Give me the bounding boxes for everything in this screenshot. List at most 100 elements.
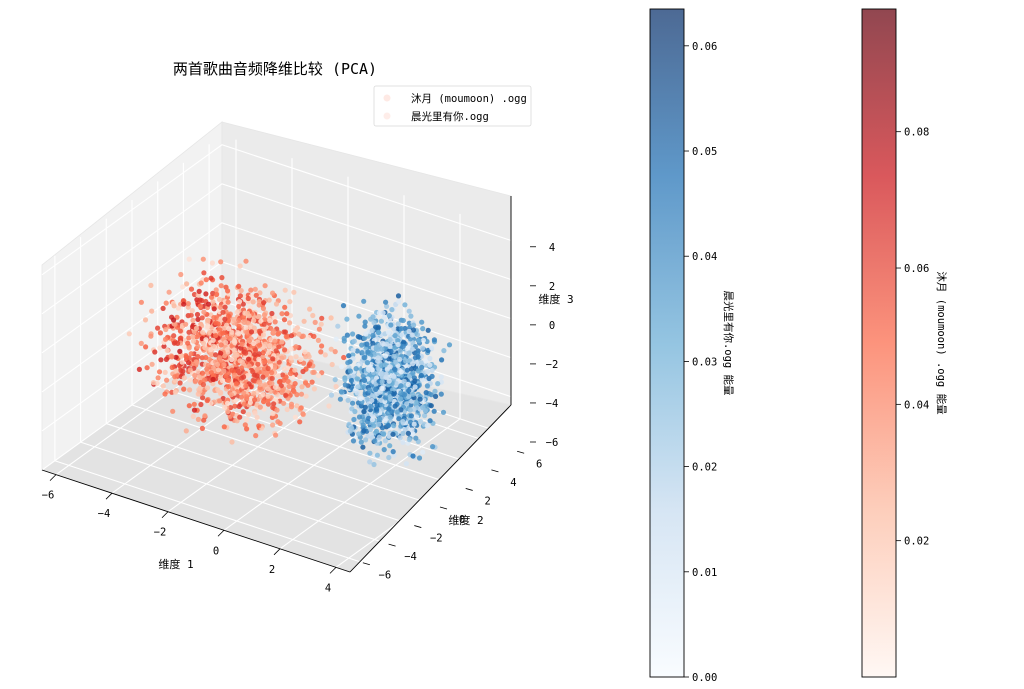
point-moumoon — [309, 379, 315, 385]
point-chenguang — [374, 391, 380, 397]
point-moumoon — [177, 348, 183, 354]
point-chenguang — [368, 403, 374, 409]
y-tick-label: 0 — [459, 514, 465, 526]
point-moumoon — [239, 359, 245, 365]
tick-marks — [49, 246, 536, 574]
point-chenguang — [366, 356, 372, 362]
point-chenguang — [390, 449, 396, 455]
point-chenguang — [410, 361, 416, 367]
point-chenguang — [422, 413, 428, 419]
point-moumoon — [281, 317, 288, 323]
point-chenguang — [425, 368, 431, 374]
y-tick-mark — [414, 525, 422, 528]
point-chenguang — [441, 348, 447, 354]
point-chenguang — [430, 444, 436, 450]
point-chenguang — [350, 400, 356, 406]
point-moumoon — [208, 347, 214, 353]
point-moumoon — [218, 389, 224, 396]
point-chenguang — [409, 427, 415, 433]
point-moumoon — [252, 351, 258, 358]
point-chenguang — [347, 368, 353, 374]
point-moumoon — [194, 311, 201, 318]
point-moumoon — [291, 389, 297, 395]
point-moumoon — [238, 394, 245, 400]
point-moumoon — [283, 392, 289, 398]
point-moumoon — [178, 271, 184, 278]
point-moumoon — [276, 344, 282, 350]
point-chenguang — [356, 414, 363, 420]
point-chenguang — [383, 299, 389, 305]
point-chenguang — [387, 443, 393, 449]
point-chenguang — [350, 347, 356, 353]
chart-title: 两首歌曲音频降维比较 (PCA) — [173, 60, 377, 78]
point-moumoon — [333, 383, 339, 390]
point-chenguang — [379, 340, 386, 346]
point-chenguang — [389, 307, 395, 313]
point-moumoon — [282, 329, 288, 335]
point-chenguang — [369, 327, 375, 334]
colorbar-blues-tick-label: 0.04 — [692, 251, 717, 263]
point-chenguang — [412, 378, 418, 384]
point-moumoon — [260, 391, 266, 398]
point-moumoon — [194, 359, 200, 366]
point-moumoon — [283, 374, 289, 380]
point-chenguang — [413, 414, 420, 420]
point-moumoon — [244, 394, 250, 400]
point-chenguang — [350, 352, 356, 358]
point-chenguang — [347, 428, 353, 434]
point-moumoon — [213, 287, 219, 293]
point-moumoon — [328, 346, 334, 352]
point-moumoon — [197, 385, 203, 391]
point-moumoon — [251, 378, 258, 384]
point-moumoon — [270, 330, 276, 336]
point-chenguang — [413, 400, 419, 406]
point-moumoon — [190, 317, 196, 323]
point-chenguang — [405, 381, 411, 388]
y-tick-label: 4 — [510, 477, 516, 489]
point-moumoon — [211, 315, 217, 321]
point-moumoon — [278, 383, 284, 389]
point-moumoon — [214, 291, 220, 298]
point-chenguang — [385, 329, 392, 335]
point-moumoon — [285, 333, 291, 339]
point-chenguang — [413, 435, 419, 441]
point-moumoon — [172, 321, 178, 327]
point-chenguang — [412, 384, 418, 390]
point-moumoon — [231, 347, 237, 353]
point-moumoon — [326, 403, 332, 409]
point-chenguang — [390, 387, 396, 393]
point-moumoon — [232, 403, 238, 409]
colorbar-blues-tick-label: 0.01 — [692, 567, 717, 579]
point-moumoon — [171, 317, 177, 323]
point-chenguang — [439, 357, 445, 363]
point-moumoon — [236, 323, 242, 329]
point-moumoon — [157, 330, 163, 336]
y-tick-mark — [491, 469, 499, 473]
point-chenguang — [391, 326, 397, 332]
point-moumoon — [203, 354, 209, 361]
point-chenguang — [425, 327, 431, 333]
point-moumoon — [205, 323, 211, 329]
point-moumoon — [238, 288, 244, 294]
point-chenguang — [364, 341, 370, 347]
point-chenguang — [376, 434, 382, 440]
point-chenguang — [401, 378, 407, 384]
point-moumoon — [265, 386, 271, 392]
point-chenguang — [438, 374, 444, 380]
point-chenguang — [422, 408, 428, 414]
y-tick-mark — [388, 543, 396, 547]
y-tick-mark — [465, 488, 473, 491]
point-moumoon — [155, 375, 161, 381]
point-moumoon — [332, 349, 338, 355]
point-chenguang — [361, 298, 367, 304]
point-moumoon — [311, 386, 317, 392]
point-moumoon — [244, 426, 250, 432]
colorbar-reds-gradient — [861, 8, 897, 678]
x-tick-mark — [161, 511, 169, 519]
point-chenguang — [365, 366, 372, 373]
point-moumoon — [210, 376, 216, 382]
legend: 沐月 (moumoon) .ogg 晨光里有你.ogg — [373, 85, 532, 127]
point-chenguang — [397, 348, 403, 354]
point-chenguang — [419, 364, 425, 370]
colorbar-blues-tick-label: 0.05 — [692, 146, 717, 158]
